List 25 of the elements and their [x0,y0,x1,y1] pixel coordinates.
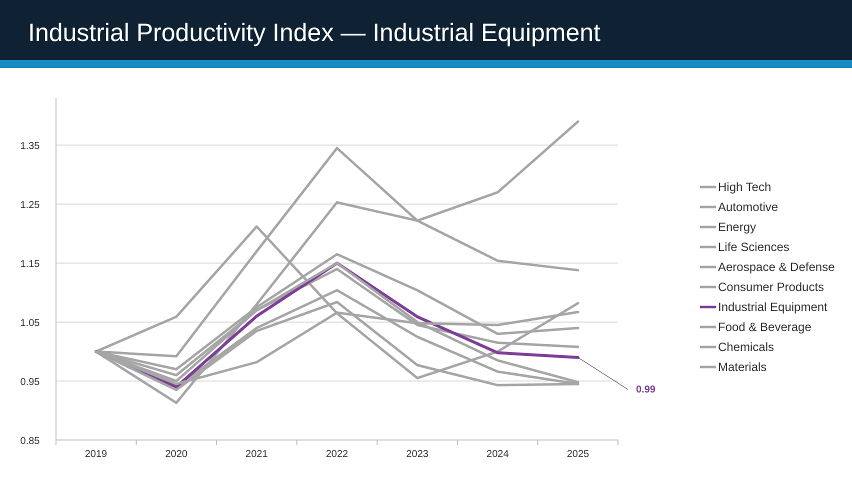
x-tick-label: 2022 [326,449,349,460]
legend-label: Consumer Products [718,280,824,294]
legend-label: Materials [718,360,767,374]
y-tick-label: 1.25 [20,200,40,212]
legend-label: Aerospace & Defense [718,260,836,274]
chart-title: Industrial Productivity Index — Industrial Equipment [28,19,601,47]
x-tick-label: 2024 [486,449,510,460]
y-tick-label: 0.95 [20,377,40,388]
legend-label: Life Sciences [718,240,790,254]
x-tick-label: 2025 [566,449,590,460]
y-tick-label: 1.35 [20,141,40,152]
annotation: 0.99 [636,384,656,396]
y-tick-label: 1.05 [20,318,40,330]
legend-label: High Tech [718,180,772,194]
x-tick-label: 2021 [246,449,268,460]
legend-label: Chemicals [718,340,774,354]
y-tick-label: 1.15 [20,259,40,270]
x-tick-label: 2023 [406,449,429,460]
x-tick-label: 2019 [84,449,108,460]
y-tick-label: 0.85 [20,436,40,447]
x-tick-label: 2020 [165,449,188,460]
legend-label: Food & Beverage [718,320,812,334]
legend-label: Automotive [718,200,778,214]
legend-label: Energy [718,220,756,234]
legend-label: Industrial Equipment [718,300,828,314]
